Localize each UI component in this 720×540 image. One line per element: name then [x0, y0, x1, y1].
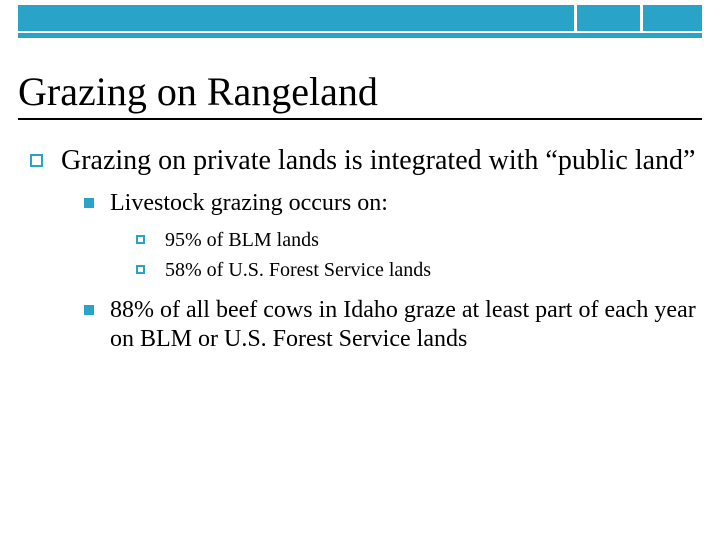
slide: Grazing on Rangeland Grazing on private …	[0, 0, 720, 540]
bullet-text: 58% of U.S. Forest Service lands	[165, 258, 431, 282]
hollow-square-icon	[136, 265, 145, 274]
hollow-square-icon	[30, 154, 43, 167]
header-divider	[574, 5, 577, 31]
bullet-level1: Grazing on private lands is integrated w…	[18, 144, 702, 177]
bullet-text: 95% of BLM lands	[165, 228, 319, 252]
header-thin-bar	[18, 33, 702, 38]
header-bar	[18, 5, 702, 31]
bullet-text: 88% of all beef cows in Idaho graze at l…	[110, 296, 702, 354]
slide-content: Grazing on private lands is integrated w…	[18, 138, 702, 353]
title-underline	[18, 118, 702, 120]
bullet-text: Livestock grazing occurs on:	[110, 189, 388, 218]
bullet-level3: 58% of U.S. Forest Service lands	[18, 258, 702, 282]
bullet-level2: Livestock grazing occurs on:	[18, 189, 702, 218]
header-divider	[640, 5, 643, 31]
bullet-level3: 95% of BLM lands	[18, 228, 702, 252]
bullet-level2: 88% of all beef cows in Idaho graze at l…	[18, 296, 702, 354]
slide-title: Grazing on Rangeland	[18, 68, 378, 115]
bullet-text: Grazing on private lands is integrated w…	[61, 144, 695, 177]
hollow-square-icon	[136, 235, 145, 244]
filled-square-icon	[84, 198, 94, 208]
filled-square-icon	[84, 305, 94, 315]
